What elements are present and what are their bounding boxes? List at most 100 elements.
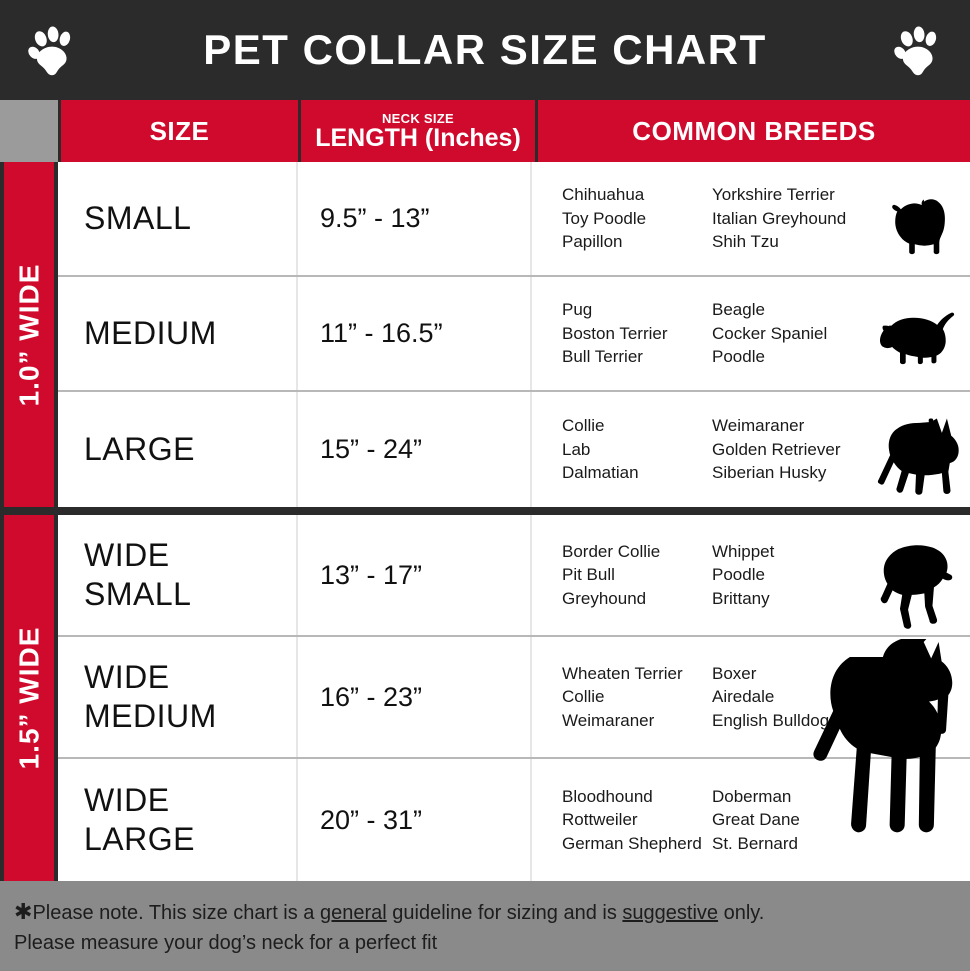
- cell-neck-length: 11” - 16.5”: [298, 277, 532, 390]
- breed-item: Bull Terrier: [562, 347, 643, 367]
- rail-divider: [0, 507, 58, 515]
- breed-item: Cocker Spaniel: [712, 323, 828, 343]
- breed-item: Beagle: [712, 300, 765, 320]
- footer-text-general: general: [320, 902, 387, 924]
- size-label-line: LARGE: [84, 821, 195, 857]
- breed-item: Airedale: [712, 687, 775, 707]
- breed-item: Greyhound: [562, 588, 647, 608]
- cell-neck-length: 15” - 24”: [298, 392, 532, 507]
- cell-common-breeds: Bloodhound Rottweiler German Shepherd Do…: [532, 759, 970, 881]
- column-header-common-breeds: COMMON BREEDS: [538, 100, 970, 162]
- column-header-length-label: LENGTH (Inches): [315, 123, 521, 152]
- breed-item: Pug: [562, 300, 593, 320]
- breed-item: Shih Tzu: [712, 232, 779, 252]
- width-rail-group: 1.0” WIDE 1.5” WIDE: [0, 162, 58, 881]
- column-header-size-label: SIZE: [149, 116, 210, 146]
- breed-item: Italian Greyhound: [712, 208, 847, 228]
- paw-print-icon: [890, 22, 946, 78]
- asterisk-icon: ✱: [14, 899, 33, 924]
- cell-common-breeds: Wheaten Terrier Collie Weimaraner Boxer …: [532, 637, 970, 757]
- table-row[interactable]: MEDIUM 11” - 16.5” Pug Boston Terrier Bu…: [58, 277, 970, 392]
- breeds-column-1: Border Collie Pit Bull Greyhound: [562, 540, 712, 610]
- breed-item: Golden Retriever: [712, 439, 841, 459]
- breeds-column-2: Beagle Cocker Spaniel Poodle: [712, 298, 882, 368]
- cell-size: SMALL: [58, 162, 298, 275]
- cell-size: WIDE MEDIUM: [58, 637, 298, 757]
- cell-size: WIDE SMALL: [58, 515, 298, 635]
- size-label-line: WIDE: [84, 658, 170, 695]
- size-chart: SIZE NECK SIZE LENGTH (Inches) COMMON BR…: [0, 100, 970, 881]
- breed-item: Siberian Husky: [712, 463, 827, 483]
- size-group-1point5-inch: WIDE SMALL 13” - 17” Border Collie Pit B…: [58, 515, 970, 881]
- cell-common-breeds: Collie Lab Dalmatian Weimaraner Golden R…: [532, 392, 970, 507]
- breed-item: Border Collie: [562, 541, 661, 561]
- breed-item: Weimaraner: [712, 416, 805, 436]
- breed-item: Lab: [562, 439, 591, 459]
- size-group-1-inch: SMALL 9.5” - 13” Chihuahua Toy Poodle Pa…: [58, 162, 970, 507]
- footer-note: ✱Please note. This size chart is a gener…: [0, 881, 970, 971]
- breed-item: Papillon: [562, 232, 623, 252]
- width-rail-1-inch: 1.0” WIDE: [4, 162, 54, 507]
- footer-text-a: Please note. This size chart is a: [32, 902, 320, 924]
- breed-item: Brittany: [712, 588, 770, 608]
- footer-text-c: only.: [718, 902, 765, 924]
- breed-item: Doberman: [712, 786, 792, 806]
- page-title: PET COLLAR SIZE CHART: [203, 26, 767, 73]
- width-rail-1point5-inch-label: 1.5” WIDE: [13, 626, 44, 770]
- breed-item: Whippet: [712, 541, 775, 561]
- breed-item: Rottweiler: [562, 810, 638, 830]
- breed-item: Weimaraner: [562, 710, 655, 730]
- table-body: 1.0” WIDE 1.5” WIDE SMALL 9.5” - 13”: [0, 162, 970, 881]
- footer-text-b: guideline for sizing and is: [386, 902, 623, 924]
- cell-common-breeds: Border Collie Pit Bull Greyhound Whippet…: [532, 515, 970, 635]
- table-row[interactable]: WIDE SMALL 13” - 17” Border Collie Pit B…: [58, 515, 970, 637]
- size-label-line: WIDE: [84, 536, 170, 573]
- table-row[interactable]: SMALL 9.5” - 13” Chihuahua Toy Poodle Pa…: [58, 162, 970, 277]
- breed-item: English Bulldog: [712, 710, 830, 730]
- size-label-line: LARGE: [84, 430, 195, 467]
- beagle-silhouette-icon: [870, 304, 970, 370]
- breed-item: Poodle: [712, 347, 765, 367]
- size-label-line: SMALL: [84, 199, 192, 236]
- breed-item: German Shepherd: [562, 833, 702, 853]
- table-row[interactable]: LARGE 15” - 24” Collie Lab Dalmatian Wei…: [58, 392, 970, 507]
- breed-item: Poodle: [712, 565, 765, 585]
- pomeranian-silhouette-icon: [880, 189, 958, 259]
- breed-item: Wheaten Terrier: [562, 663, 683, 683]
- cell-common-breeds: Chihuahua Toy Poodle Papillon Yorkshire …: [532, 162, 970, 275]
- paw-print-icon: [24, 22, 80, 78]
- width-rail-1-inch-label: 1.0” WIDE: [13, 263, 44, 406]
- size-label-line: SMALL: [84, 576, 192, 612]
- breed-item: Bloodhound: [562, 786, 653, 806]
- breed-item: Boston Terrier: [562, 323, 668, 343]
- width-rail-1point5-inch: 1.5” WIDE: [4, 515, 54, 881]
- breed-item: Great Dane: [712, 810, 800, 830]
- column-header-length: NECK SIZE LENGTH (Inches): [301, 100, 535, 162]
- cell-neck-length: 13” - 17”: [298, 515, 532, 635]
- group-divider: [58, 507, 970, 515]
- breeds-column-1: Bloodhound Rottweiler German Shepherd: [562, 785, 712, 855]
- footer-note-line-2: Please measure your dog’s neck for a per…: [14, 932, 438, 954]
- size-label-line: WIDE: [84, 781, 170, 818]
- breed-item: Toy Poodle: [562, 208, 647, 228]
- cell-size: LARGE: [58, 392, 298, 507]
- breeds-column-2: Weimaraner Golden Retriever Siberian Hus…: [712, 414, 882, 484]
- table-column-headers: SIZE NECK SIZE LENGTH (Inches) COMMON BR…: [0, 100, 970, 162]
- column-header-size: SIZE: [61, 100, 298, 162]
- footer-text-suggestive: suggestive: [622, 902, 719, 924]
- breeds-column-1: Wheaten Terrier Collie Weimaraner: [562, 662, 712, 732]
- table-row[interactable]: WIDE MEDIUM 16” - 23” Wheaten Terrier Co…: [58, 637, 970, 759]
- cell-common-breeds: Pug Boston Terrier Bull Terrier Beagle C…: [532, 277, 970, 390]
- cell-neck-length: 20” - 31”: [298, 759, 532, 881]
- size-rows: SMALL 9.5” - 13” Chihuahua Toy Poodle Pa…: [58, 162, 970, 881]
- breeds-column-2: Whippet Poodle Brittany: [712, 540, 882, 610]
- cell-size: WIDE LARGE: [58, 759, 298, 881]
- breeds-column-1: Collie Lab Dalmatian: [562, 414, 712, 484]
- chart-header: PET COLLAR SIZE CHART: [0, 0, 970, 100]
- breed-item: Boxer: [712, 663, 757, 683]
- breeds-column-2: Yorkshire Terrier Italian Greyhound Shih…: [712, 183, 882, 253]
- breed-item: St. Bernard: [712, 833, 798, 853]
- table-row[interactable]: WIDE LARGE 20” - 31” Bloodhound Rottweil…: [58, 759, 970, 881]
- column-header-common-breeds-label: COMMON BREEDS: [632, 116, 876, 146]
- breeds-column-1: Chihuahua Toy Poodle Papillon: [562, 183, 712, 253]
